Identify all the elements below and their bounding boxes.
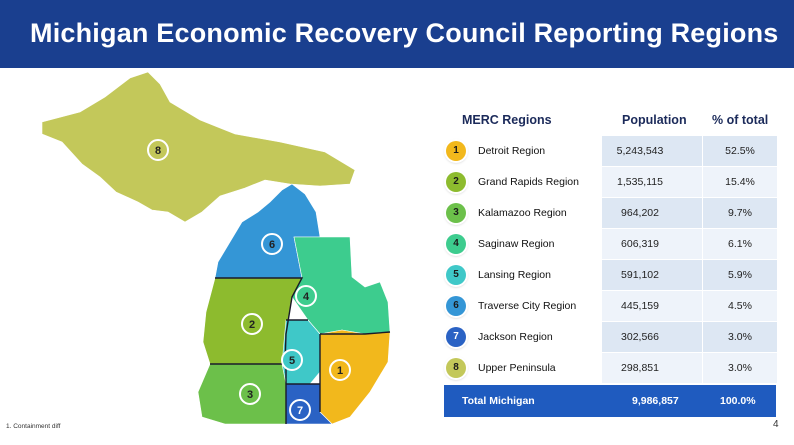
map-region-1 — [319, 329, 391, 425]
table-row: 7 Jackson Region 302,566 3.0% — [444, 322, 777, 353]
percent-value: 4.5% — [728, 300, 752, 312]
regions-table: MERC Regions Population % of total 1 Detr… — [444, 106, 777, 417]
region-name: Traverse City Region — [478, 300, 577, 312]
title-banner: Michigan Economic Recovery Council Repor… — [0, 0, 794, 68]
footnote: 1. Containment diff — [6, 423, 61, 430]
map-label-1: 1 — [329, 359, 351, 381]
region-number-badge: 2 — [446, 172, 466, 192]
population-cell: 964,202 — [601, 198, 702, 228]
population-value: 606,319 — [621, 238, 659, 250]
page-title: Michigan Economic Recovery Council Repor… — [30, 18, 779, 48]
percent-value: 5.9% — [728, 269, 752, 281]
svg-text:1: 1 — [337, 365, 343, 377]
population-value: 964,202 — [621, 207, 659, 219]
total-label: Total Michigan — [462, 395, 535, 407]
population-value: 1,535,115 — [617, 176, 663, 188]
header-percent: % of total — [712, 113, 769, 127]
map-label-5: 5 — [281, 349, 303, 371]
svg-text:8: 8 — [155, 145, 161, 157]
population-value: 5,243,543 — [616, 145, 664, 157]
table-row: 4 Saginaw Region 606,319 6.1% — [444, 229, 777, 260]
map-label-7: 7 — [289, 399, 311, 421]
table-row: 2 Grand Rapids Region 1,535,115 15.4% — [444, 167, 777, 198]
percent-cell: 52.5% — [702, 136, 777, 166]
map-region-8 — [41, 72, 356, 223]
region-cell: 6 Traverse City Region — [444, 291, 601, 321]
percent-value: 15.4% — [725, 176, 755, 188]
map-label-2: 2 — [241, 313, 263, 335]
table-row: 3 Kalamazoo Region 964,202 9.7% — [444, 198, 777, 229]
total-population: 9,986,857 — [632, 395, 679, 407]
region-cell: 1 Detroit Region — [444, 136, 601, 166]
region-cell: 7 Jackson Region — [444, 322, 601, 352]
table-row: 8 Upper Peninsula 298,851 3.0% — [444, 353, 777, 384]
population-value: 302,566 — [621, 331, 659, 343]
map-label-6: 6 — [261, 233, 283, 255]
region-name: Lansing Region — [478, 269, 551, 281]
population-cell: 5,243,543 — [601, 136, 702, 166]
table-header: MERC Regions Population % of total — [444, 106, 776, 136]
region-name: Saginaw Region — [478, 238, 555, 250]
percent-value: 9.7% — [728, 207, 752, 219]
michigan-region-map: 8 6 4 2 5 1 3 7 — [41, 72, 391, 425]
percent-value: 52.5% — [725, 145, 755, 157]
percent-cell: 4.5% — [702, 291, 777, 321]
region-number-badge: 7 — [446, 327, 466, 347]
region-name: Jackson Region — [478, 331, 553, 343]
population-value: 445,159 — [621, 300, 659, 312]
region-number-badge: 1 — [446, 141, 466, 161]
region-number-badge: 4 — [446, 234, 466, 254]
table-row: 1 Detroit Region 5,243,543 52.5% — [444, 136, 777, 167]
header-regions: MERC Regions — [462, 113, 552, 127]
header-population: Population — [622, 113, 687, 127]
region-cell: 2 Grand Rapids Region — [444, 167, 601, 197]
region-name: Grand Rapids Region — [478, 176, 579, 188]
percent-cell: 9.7% — [702, 198, 777, 228]
population-cell: 445,159 — [601, 291, 702, 321]
map-label-8: 8 — [147, 139, 169, 161]
population-cell: 591,102 — [601, 260, 702, 290]
population-value: 298,851 — [621, 362, 659, 374]
region-cell: 3 Kalamazoo Region — [444, 198, 601, 228]
svg-text:4: 4 — [303, 291, 310, 303]
region-cell: 8 Upper Peninsula — [444, 353, 601, 383]
percent-value: 3.0% — [728, 331, 752, 343]
region-name: Upper Peninsula — [478, 362, 556, 374]
percent-cell: 3.0% — [702, 322, 777, 352]
page-number: 4 — [773, 419, 779, 430]
percent-cell: 3.0% — [702, 353, 777, 383]
percent-value: 6.1% — [728, 238, 752, 250]
region-name: Kalamazoo Region — [478, 207, 567, 219]
population-cell: 606,319 — [601, 229, 702, 259]
percent-cell: 6.1% — [702, 229, 777, 259]
percent-cell: 15.4% — [702, 167, 777, 197]
svg-text:2: 2 — [249, 319, 255, 331]
map-label-4: 4 — [295, 285, 317, 307]
table-row: 6 Traverse City Region 445,159 4.5% — [444, 291, 777, 322]
percent-value: 3.0% — [728, 362, 752, 374]
population-value: 591,102 — [621, 269, 659, 281]
region-number-badge: 3 — [446, 203, 466, 223]
svg-text:5: 5 — [289, 355, 295, 367]
percent-cell: 5.9% — [702, 260, 777, 290]
population-cell: 1,535,115 — [601, 167, 702, 197]
map-label-3: 3 — [239, 383, 261, 405]
svg-text:3: 3 — [247, 389, 253, 401]
region-number-badge: 6 — [446, 296, 466, 316]
total-percent: 100.0% — [720, 395, 756, 407]
region-cell: 4 Saginaw Region — [444, 229, 601, 259]
population-cell: 302,566 — [601, 322, 702, 352]
population-cell: 298,851 — [601, 353, 702, 383]
total-row: Total Michigan 9,986,857 100.0% — [444, 385, 776, 417]
region-cell: 5 Lansing Region — [444, 260, 601, 290]
region-number-badge: 8 — [446, 358, 466, 378]
table-row: 5 Lansing Region 591,102 5.9% — [444, 260, 777, 291]
svg-text:7: 7 — [297, 405, 303, 417]
svg-text:6: 6 — [269, 239, 275, 251]
region-name: Detroit Region — [478, 145, 546, 157]
region-number-badge: 5 — [446, 265, 466, 285]
